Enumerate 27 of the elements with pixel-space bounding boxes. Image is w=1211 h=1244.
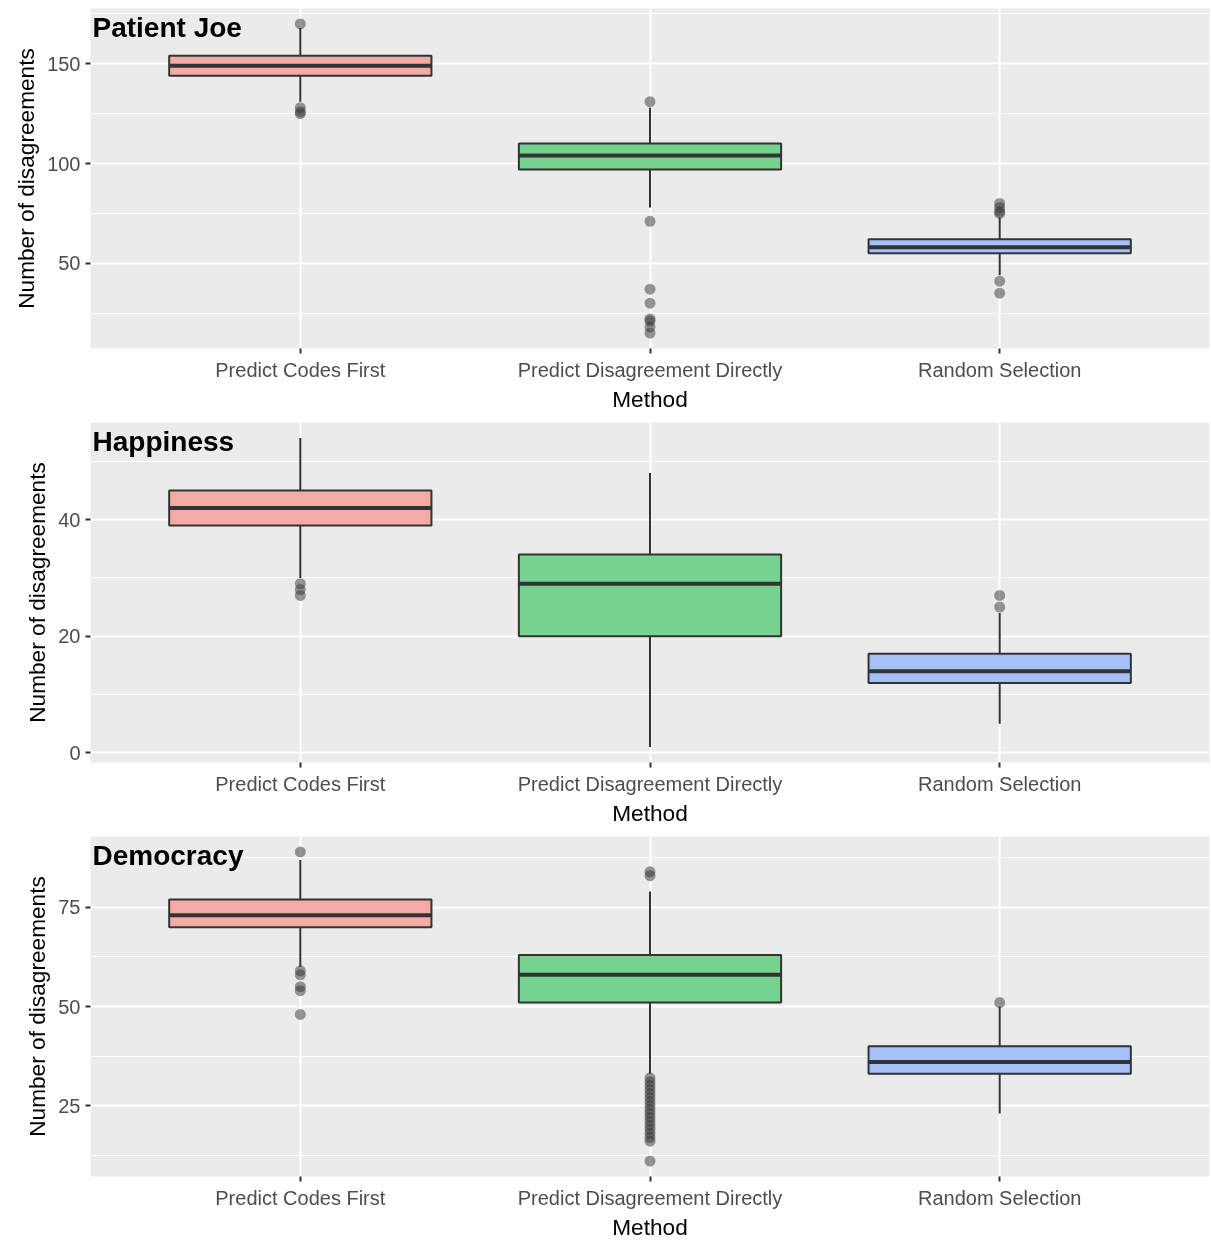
x-axis-title: Method	[612, 1213, 688, 1240]
x-tick-label: Predict Codes First	[215, 772, 386, 795]
y-tick-label: 50	[58, 995, 81, 1018]
x-tick-label: Random Selection	[917, 1186, 1082, 1209]
y-tick-label: 100	[47, 152, 81, 175]
chart-title: Democracy	[92, 839, 244, 871]
x-tick-label: Predict Disagreement Directly	[517, 772, 783, 795]
y-tick-label: 75	[58, 896, 81, 919]
y-tick-label: 20	[58, 625, 81, 648]
x-tick-label: Predict Codes First	[215, 1186, 386, 1209]
chart-title: Patient Joe	[92, 11, 242, 43]
y-tick-label: 50	[58, 252, 81, 275]
x-axis-title: Method	[612, 385, 688, 412]
x-axis-title: Method	[612, 799, 688, 826]
y-axis-title: Number of disagreements	[24, 876, 51, 1137]
y-tick-label: 25	[58, 1094, 81, 1117]
x-tick-label: Predict Disagreement Directly	[517, 1186, 783, 1209]
y-tick-label: 0	[69, 741, 81, 764]
x-tick-label: Random Selection	[917, 358, 1082, 381]
y-axis-title: Number of disagreements	[13, 48, 40, 309]
chart-title: Happiness	[92, 425, 235, 457]
y-tick-label: 150	[47, 52, 81, 75]
x-tick-label: Predict Disagreement Directly	[517, 358, 783, 381]
x-tick-label: Predict Codes First	[215, 358, 386, 381]
y-tick-label: 40	[58, 508, 81, 531]
y-axis-title: Number of disagreements	[24, 462, 51, 723]
x-tick-label: Random Selection	[917, 772, 1082, 795]
